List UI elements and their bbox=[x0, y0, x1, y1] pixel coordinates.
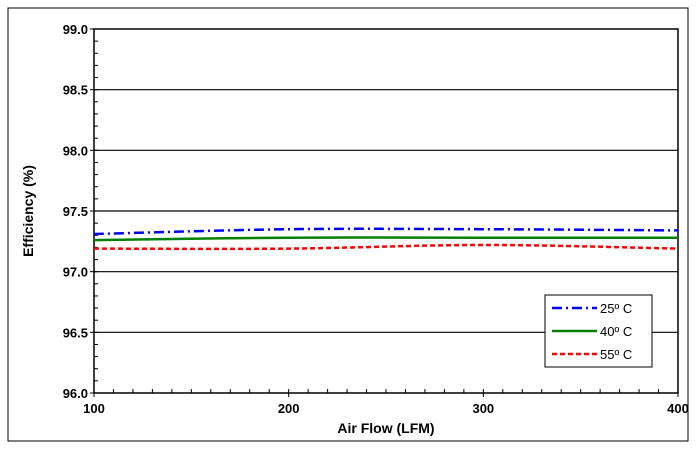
chart-frame bbox=[7, 7, 689, 442]
y-tick-label: 98.5 bbox=[63, 83, 88, 98]
x-tick-label: 200 bbox=[278, 401, 300, 416]
y-tick-label: 97.0 bbox=[63, 265, 88, 280]
y-tick-label: 96.5 bbox=[63, 325, 88, 340]
series-line bbox=[93, 243, 679, 251]
series-line bbox=[93, 227, 679, 236]
x-tick-label: 400 bbox=[667, 401, 689, 416]
y-tick-label: 98.0 bbox=[63, 143, 88, 158]
legend-label: 55º C bbox=[600, 347, 632, 362]
x-tick-labels: 100 200 300 400 bbox=[83, 401, 689, 416]
x-tick-label: 300 bbox=[472, 401, 494, 416]
y-tick-labels: 96.0 96.5 97.0 97.5 98.0 98.5 99.0 bbox=[63, 22, 88, 401]
legend-label: 40º C bbox=[600, 324, 632, 339]
y-tick-label: 96.0 bbox=[63, 386, 88, 401]
x-tick-label: 100 bbox=[83, 401, 105, 416]
y-axis-title: Efficiency (%) bbox=[20, 165, 36, 257]
series-lines bbox=[93, 227, 679, 251]
x-axis-title: Air Flow (LFM) bbox=[337, 420, 434, 436]
legend-label: 25º C bbox=[600, 301, 632, 316]
y-tick-label: 99.0 bbox=[63, 22, 88, 37]
plot-area bbox=[93, 28, 679, 394]
legend: 25º C 40º C 55º C bbox=[544, 294, 653, 368]
series-line bbox=[93, 236, 678, 242]
y-tick-label: 97.5 bbox=[63, 204, 88, 219]
